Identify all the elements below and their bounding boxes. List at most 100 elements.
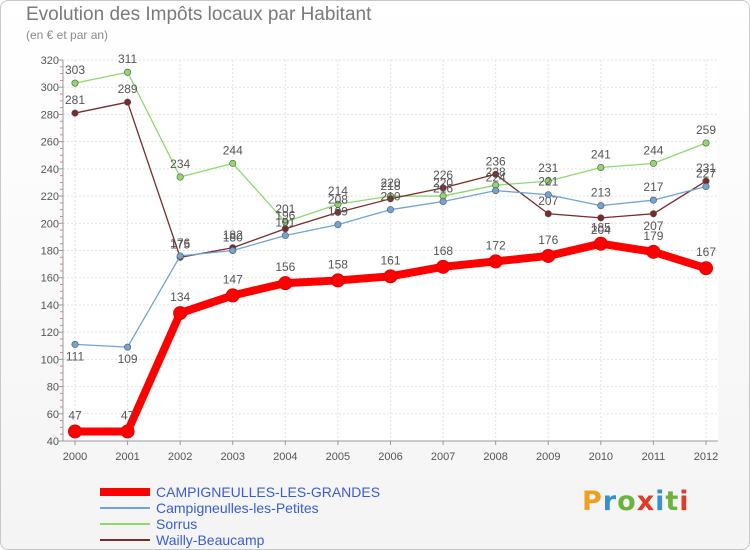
data-point: [334, 200, 342, 208]
data-label: 161: [380, 253, 400, 267]
data-label: 226: [433, 168, 453, 182]
legend-label: CAMPIGNEULLES-LES-GRANDES: [156, 484, 381, 500]
data-point: [492, 187, 500, 195]
data-point: [281, 225, 289, 233]
data-label: 214: [328, 184, 348, 198]
data-label: 47: [68, 408, 82, 422]
data-point: [702, 139, 710, 147]
legend-label: Wailly-Beaucamp: [156, 532, 265, 548]
x-tick-label: 2008: [483, 451, 507, 463]
data-label: 176: [170, 236, 190, 250]
data-point: [597, 163, 605, 171]
data-label: 231: [538, 161, 558, 175]
data-label: 217: [643, 180, 663, 194]
data-point: [544, 210, 552, 218]
data-point: [120, 424, 135, 439]
data-label: 199: [328, 205, 348, 219]
y-tick-label: 180: [41, 246, 59, 258]
data-point: [597, 214, 605, 222]
x-tick-label: 2004: [273, 451, 297, 463]
y-tick-label: 200: [41, 218, 59, 230]
data-point: [334, 221, 342, 229]
y-tick-label: 160: [41, 273, 59, 285]
data-point: [593, 236, 608, 251]
data-label: 182: [223, 228, 243, 242]
y-tick-label: 80: [47, 382, 59, 394]
data-point: [124, 343, 132, 351]
y-tick-label: 60: [47, 409, 59, 421]
data-point: [541, 248, 556, 263]
data-label: 175: [170, 237, 190, 251]
data-point: [71, 109, 79, 117]
data-point: [439, 198, 447, 206]
data-point: [176, 173, 184, 181]
data-label: 311: [118, 52, 137, 66]
y-tick-label: 220: [41, 191, 59, 203]
y-tick-label: 40: [47, 436, 59, 448]
data-label: 234: [170, 157, 190, 171]
data-point: [68, 424, 82, 439]
data-point: [544, 191, 552, 199]
data-point: [124, 98, 132, 106]
data-point: [278, 276, 293, 291]
data-label: 158: [328, 257, 348, 271]
data-label: 210: [380, 190, 400, 204]
data-label: 289: [118, 82, 138, 96]
data-label: 134: [170, 290, 190, 304]
legend-swatch: [100, 488, 150, 496]
data-label: 47: [121, 408, 135, 422]
data-label: 231: [696, 161, 716, 175]
data-label: 196: [275, 209, 295, 223]
data-point: [383, 269, 398, 284]
data-point: [649, 159, 657, 167]
y-tick-label: 320: [41, 55, 59, 67]
data-point: [544, 177, 552, 185]
x-tick-label: 2000: [63, 451, 87, 463]
line-chart: 40 60 80 100 120 140 160 180 200 220 240 260 280 300 3…: [41, 52, 719, 463]
x-tick-label: 2005: [326, 451, 350, 463]
y-tick-label: 100: [41, 354, 59, 366]
data-label: 207: [538, 194, 558, 208]
data-label: 201: [275, 202, 295, 216]
data-point: [649, 196, 657, 204]
x-tick-label: 2001: [115, 451, 139, 463]
data-point: [386, 195, 394, 203]
y-tick-label: 300: [41, 82, 59, 94]
data-label: 241: [591, 147, 611, 161]
data-label: 221: [538, 175, 558, 189]
data-label: 185: [591, 221, 611, 235]
y-tick-label: 240: [41, 164, 59, 176]
x-tick-label: 2007: [431, 451, 455, 463]
data-point: [488, 254, 503, 269]
legend-swatch: [100, 539, 150, 541]
data-point: [646, 244, 661, 259]
data-point: [436, 259, 451, 274]
data-label: 224: [486, 171, 506, 185]
legend-label: Sorrus: [156, 516, 198, 532]
data-point: [71, 340, 79, 348]
x-tick-label: 2003: [221, 451, 245, 463]
data-point: [699, 261, 713, 276]
data-label: 303: [65, 63, 85, 77]
y-tick-label: 120: [41, 327, 59, 339]
data-label: 244: [643, 143, 663, 157]
data-point: [173, 306, 188, 321]
data-label: 218: [380, 179, 400, 193]
data-point: [281, 232, 289, 240]
data-point: [124, 68, 132, 76]
legend-swatch: [100, 523, 150, 525]
y-tick-label: 260: [41, 137, 59, 149]
data-label: 172: [486, 238, 506, 252]
data-point: [229, 247, 237, 255]
data-point: [225, 288, 240, 303]
data-label: 204: [591, 223, 611, 237]
data-label: 147: [223, 272, 243, 286]
data-point: [176, 252, 184, 260]
data-label: 109: [118, 352, 138, 366]
chart-subtitle: (en € et par an): [26, 28, 109, 42]
data-point: [386, 206, 394, 214]
data-label: 176: [538, 233, 558, 247]
data-label: 236: [486, 154, 506, 168]
data-label: 191: [275, 216, 295, 230]
data-point: [71, 79, 79, 87]
